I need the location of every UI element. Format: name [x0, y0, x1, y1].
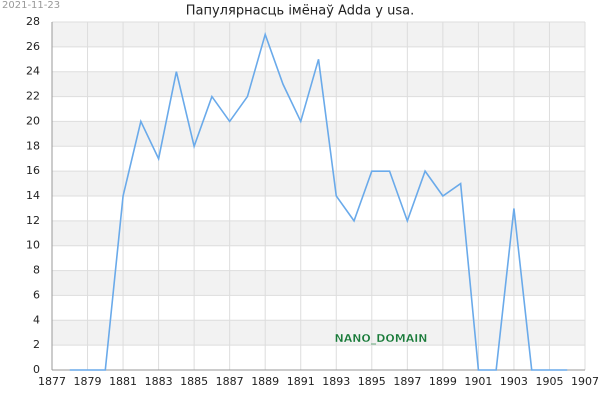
y-tick-label: 16: [26, 164, 40, 177]
line: [69, 31, 568, 371]
y-tick-label: 22: [26, 90, 40, 103]
y-tick-label: 18: [26, 139, 40, 152]
chart-title: Папулярнасць імёнаў Adda у usa.: [186, 4, 414, 19]
y-tick-label: 0: [33, 363, 40, 376]
x-tick-label: 1885: [180, 375, 208, 388]
y-tick-label: 14: [26, 189, 40, 202]
grid-band: [52, 220, 585, 246]
grid-band: [52, 270, 585, 296]
y-tick-label: 6: [33, 288, 40, 301]
x-tick-label: 1907: [571, 375, 599, 388]
y-tick-label: 4: [33, 313, 40, 326]
x-tick-label: 1879: [74, 375, 102, 388]
date: 2021-11-23: [2, 0, 60, 11]
y-tick-label: 8: [33, 264, 40, 277]
y-tick-label: 24: [26, 65, 40, 78]
x-tick-label: 1897: [393, 375, 421, 388]
x-tick-label: 1889: [251, 375, 279, 388]
y-tick-label: 2: [33, 338, 40, 351]
x-tick-label: 1895: [358, 375, 386, 388]
grid-band: [52, 22, 585, 47]
watermark: NANO_DOMAIN: [334, 332, 427, 345]
y-tick-label: 28: [26, 15, 40, 28]
x-tick-label: 1883: [145, 375, 173, 388]
y-tick-label: 26: [26, 40, 40, 53]
y-tick-label: 10: [26, 239, 40, 252]
x-tick-label: 1905: [535, 375, 563, 388]
y-tick-label: 12: [26, 214, 40, 227]
x-tick-label: 1901: [464, 375, 492, 388]
x-tick-label: 1893: [322, 375, 350, 388]
grid-band: [52, 71, 585, 97]
grid-band: [52, 171, 585, 196]
grid-band: [52, 320, 585, 346]
x-tick-label: 1891: [287, 375, 315, 388]
y-tick-label: 20: [26, 114, 40, 127]
grid-band: [52, 121, 585, 147]
x-tick-label: 1881: [109, 375, 137, 388]
x-tick-label: 1877: [38, 375, 66, 388]
x-tick-label: 1899: [429, 375, 457, 388]
x-tick-label: 1903: [500, 375, 528, 388]
x-tick-label: 1887: [216, 375, 244, 388]
